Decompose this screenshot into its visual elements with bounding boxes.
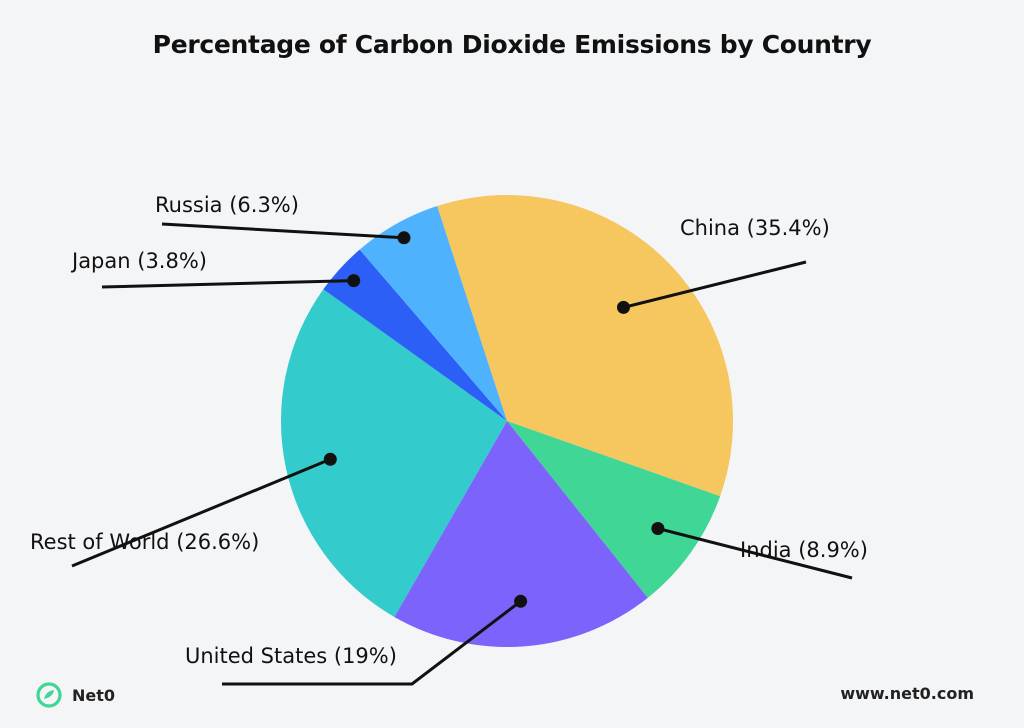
- chart-title: Percentage of Carbon Dioxide Emissions b…: [152, 30, 872, 59]
- slice-label-china: China (35.4%): [680, 216, 830, 240]
- leader-line-japan: [101, 279, 354, 289]
- leader-dot-india: [651, 522, 665, 535]
- brand-logo: Net0: [36, 682, 115, 708]
- slice-label-russia: Russia (6.3%): [155, 193, 299, 217]
- leader-dot-japan: [347, 274, 361, 288]
- leader-line-india: [657, 527, 853, 580]
- leader-dot-rest-of-world: [323, 452, 337, 466]
- slice-label-japan: Japan (3.8%): [70, 249, 207, 273]
- pie-slice-japan: [323, 249, 507, 421]
- net0-leaf-icon: [36, 682, 62, 708]
- pie-slice-russia: [359, 206, 507, 421]
- leader-line-united-states: [222, 600, 522, 686]
- leader-dot-russia: [397, 231, 411, 245]
- pie-slice-united-states: [394, 421, 648, 648]
- leader-dot-united-states: [514, 594, 528, 608]
- website-url[interactable]: www.net0.com: [840, 684, 974, 703]
- leader-dot-china: [617, 300, 630, 314]
- pie-slice-rest-of-world: [280, 289, 507, 617]
- leader-line-china: [623, 260, 807, 309]
- brand-name: Net0: [72, 685, 116, 705]
- slice-label-rest-of-world: Rest of World (26.6%): [30, 530, 259, 554]
- pie-slice-china: [437, 194, 734, 497]
- pie-slice-india: [507, 421, 721, 598]
- leader-line-rest-of-world: [71, 457, 331, 568]
- leader-line-russia: [161, 222, 405, 240]
- slice-label-united-states: United States (19%): [185, 644, 397, 668]
- slice-label-india: India (8.9%): [740, 538, 868, 562]
